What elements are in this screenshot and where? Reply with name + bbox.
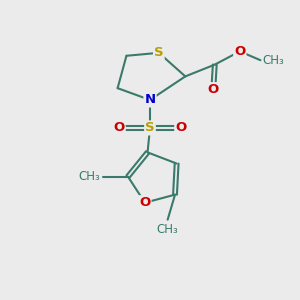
Text: O: O bbox=[234, 45, 245, 58]
Text: S: S bbox=[145, 122, 155, 134]
Text: CH₃: CH₃ bbox=[157, 223, 178, 236]
Text: S: S bbox=[154, 46, 164, 59]
Text: CH₃: CH₃ bbox=[79, 170, 100, 183]
Text: O: O bbox=[113, 122, 125, 134]
Text: N: N bbox=[144, 93, 156, 106]
Text: O: O bbox=[208, 83, 219, 96]
Text: O: O bbox=[139, 196, 151, 209]
Text: CH₃: CH₃ bbox=[263, 54, 284, 67]
Text: O: O bbox=[175, 122, 187, 134]
